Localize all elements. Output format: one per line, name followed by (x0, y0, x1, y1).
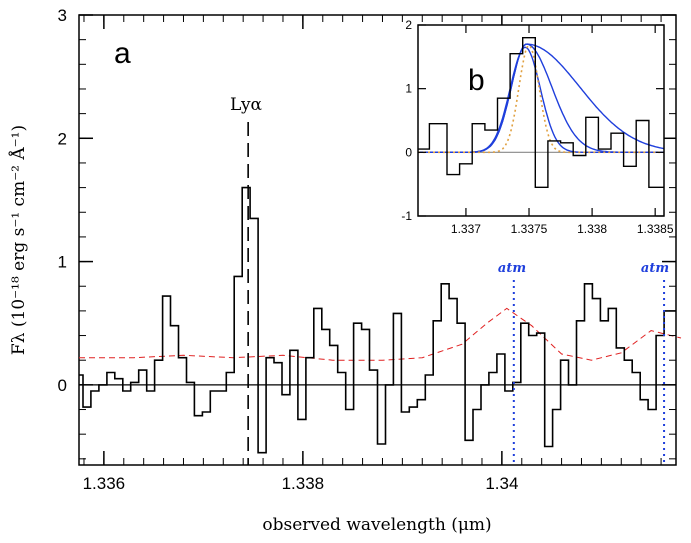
x-tick-label: 1.34 (485, 474, 518, 493)
inset-y-tick-label: -1 (401, 209, 412, 223)
x-tick-label: 1.336 (83, 474, 126, 493)
y-axis-title: Fλ (10⁻¹⁸ erg s⁻¹ cm⁻² Å⁻¹) (8, 125, 29, 355)
x-axis-title: observed wavelength (μm) (262, 515, 491, 535)
atm-label-1: atm (498, 261, 526, 276)
inset-flux-spectrum-line (418, 37, 664, 188)
inset-intrinsic-profile (418, 44, 664, 154)
inset-x-tick-label: 1.337 (451, 222, 481, 236)
inset-x-tick-label: 1.338 (577, 222, 607, 236)
lya-label: Lyα (230, 95, 263, 115)
flux-spectrum-line (79, 186, 676, 454)
panel-a-label: a (114, 37, 131, 70)
inset-y-tick-label: 0 (405, 145, 412, 159)
panel-b-label: b (468, 64, 485, 97)
y-tick-label: 3 (58, 6, 67, 25)
x-tick-label: 1.338 (282, 474, 325, 493)
inset-background (418, 25, 664, 216)
inset-y-tick-label: 1 (405, 82, 412, 96)
y-tick-label: 1 (58, 253, 67, 272)
y-tick-label: 2 (58, 129, 67, 148)
error-spectrum-line (79, 307, 682, 361)
inset-x-tick-label: 1.3385 (637, 222, 674, 236)
atm-label-2: atm (641, 261, 669, 276)
main-plot-area: 0 1 2 3 1.336 1.338 1.34 (58, 6, 682, 493)
y-tick-label: 0 (58, 376, 67, 395)
inset-y-tick-label: 2 (405, 18, 412, 32)
main-plot-frame (78, 14, 677, 466)
inset-x-tick-label: 1.3375 (511, 222, 548, 236)
inset-frame (417, 24, 665, 217)
